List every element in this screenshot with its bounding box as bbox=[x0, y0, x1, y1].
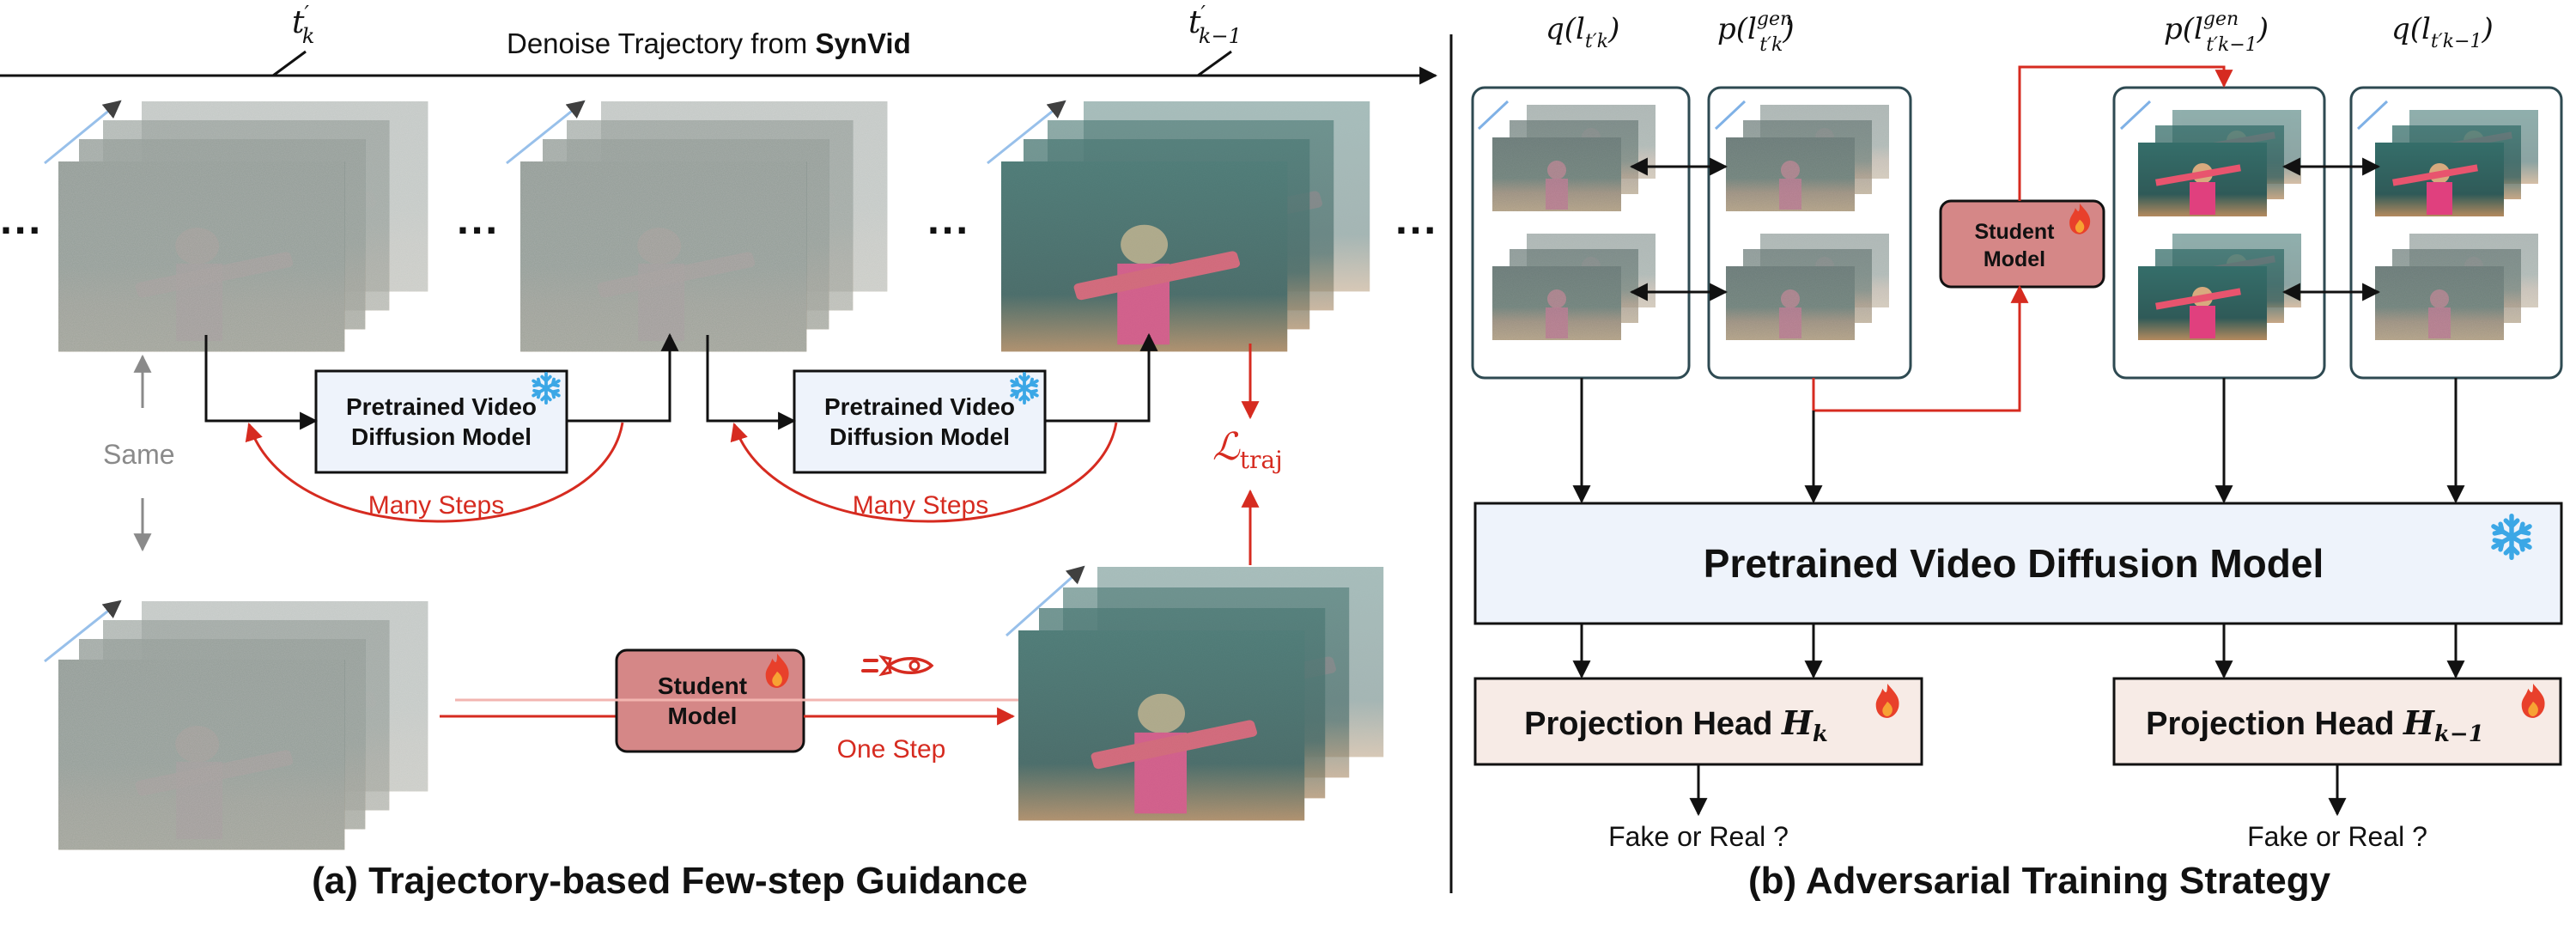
caption-a: (a) Trajectory-based Few-step Guidance bbox=[312, 860, 1028, 902]
student-model-box-right: Student Model bbox=[1939, 199, 2105, 289]
svg-text:Student: Student bbox=[1974, 220, 2055, 244]
ellipsis: ··· bbox=[457, 206, 500, 254]
frame-stack-clean-2 bbox=[1005, 565, 1383, 820]
svg-text:Projection Head Hk: Projection Head Hk bbox=[1524, 703, 1828, 747]
svg-text:Pretrained Video: Pretrained Video bbox=[824, 393, 1015, 420]
same-label: Same bbox=[103, 439, 175, 470]
panel-a: Denoise Trajectory from SynVid t′ k t′ k−1… bbox=[0, 2, 1438, 902]
ellipsis: ··· bbox=[1395, 206, 1438, 254]
frame-stack-noisy-3 bbox=[44, 599, 428, 849]
svg-text:Diffusion Model: Diffusion Model bbox=[829, 423, 1010, 450]
pretrained-model-box-main: Pretrained Video Diffusion Model bbox=[1473, 502, 2563, 625]
fake-or-real-2: Fake or Real ? bbox=[2247, 821, 2427, 852]
svg-text:Projection Head Hk−1: Projection Head Hk−1 bbox=[2146, 703, 2484, 747]
panel-b: q(lt′k) p(lgen t′k) p(lgen t′k−1) q(lt′k−1… bbox=[1471, 9, 2563, 902]
frame-stack-noisy-1 bbox=[44, 100, 428, 351]
fake-or-real-1: Fake or Real ? bbox=[1608, 821, 1789, 852]
label-p-k1: p(lgen t′k−1) bbox=[2164, 9, 2269, 56]
svg-text:Student: Student bbox=[658, 672, 747, 699]
pretrained-model-box-2: Pretrained Video Diffusion Model bbox=[793, 369, 1047, 474]
many-steps-arc-2 bbox=[730, 422, 1118, 523]
loss-traj-label: ℒtraj bbox=[1212, 425, 1283, 474]
trajectory-label: Denoise Trajectory from SynVid bbox=[507, 27, 911, 59]
rocket-icon bbox=[861, 654, 934, 677]
panel-p-k1 bbox=[2112, 86, 2326, 380]
panel-q-k bbox=[1471, 86, 1691, 380]
many-steps-label-1: Many Steps bbox=[368, 491, 504, 520]
panel-q-k1 bbox=[2349, 86, 2563, 380]
projection-head-k: Projection Head Hk bbox=[1473, 677, 1923, 766]
one-step-label: One Step bbox=[837, 735, 946, 764]
label-p-k: p(lgen t′k) bbox=[1717, 9, 1795, 56]
svg-text:Model: Model bbox=[668, 703, 738, 729]
caption-b: (b) Adversarial Training Strategy bbox=[1748, 860, 2331, 902]
many-steps-label-2: Many Steps bbox=[853, 491, 988, 520]
ellipsis: ··· bbox=[0, 206, 43, 254]
frame-stack-clean-1 bbox=[987, 100, 1370, 351]
label-q-k1: q(lt′k−1) bbox=[2391, 12, 2494, 52]
projection-head-k1: Projection Head Hk−1 bbox=[2112, 677, 2562, 766]
ellipsis: ··· bbox=[927, 206, 970, 254]
many-steps-arc-1 bbox=[245, 422, 624, 523]
svg-text:Pretrained Video Diffusion Mod: Pretrained Video Diffusion Model bbox=[1704, 541, 2324, 586]
svg-text:Pretrained Video: Pretrained Video bbox=[346, 393, 537, 420]
pretrained-model-box-1: Pretrained Video Diffusion Model bbox=[314, 369, 568, 474]
panel-p-k bbox=[1707, 86, 1912, 380]
frame-stack-noisy-2 bbox=[506, 100, 887, 351]
label-q-k: q(lt′k) bbox=[1546, 12, 1619, 52]
time-label-end: t′ k−1 bbox=[1188, 2, 1242, 48]
time-label-start: t′ k bbox=[292, 2, 314, 48]
svg-text:Diffusion Model: Diffusion Model bbox=[351, 423, 532, 450]
svg-text:Model: Model bbox=[1984, 247, 2045, 271]
